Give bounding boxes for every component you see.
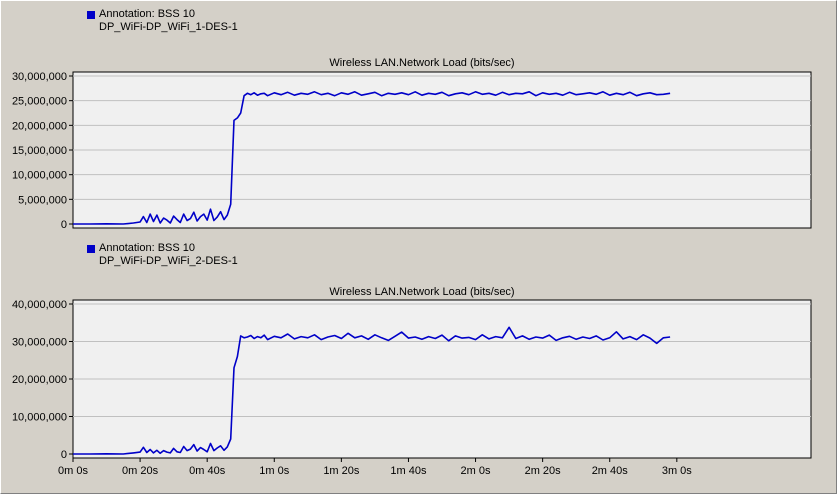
series-line-1 xyxy=(73,91,671,225)
legend-bottom: Annotation: BSS 10 DP_WiFi-DP_WiFi_2-DES… xyxy=(87,242,238,268)
x-tick-label: 2m 40s xyxy=(592,465,629,477)
chart-1: Wireless LAN.Network Load (bits/sec) 0 5,0… xyxy=(12,57,812,231)
x-tick-label: 2m 0s xyxy=(461,465,491,477)
chart-2: Wireless LAN.Network Load (bits/sec) 0 10,… xyxy=(12,286,812,477)
y-tick-label: 30,000,000 xyxy=(12,337,67,349)
annotation-label-2: Annotation: BSS 10 xyxy=(99,242,196,254)
chart-title-1: Wireless LAN.Network Load (bits/sec) xyxy=(329,57,514,69)
x-tick-label: 0m 0s xyxy=(58,465,88,477)
legend-series-label-2: DP_WiFi-DP_WiFi_2-DES-1 xyxy=(99,255,238,267)
legend-swatch-2 xyxy=(87,244,95,253)
y-tick-label: 40,000,000 xyxy=(12,299,67,311)
chart-title-2: Wireless LAN.Network Load (bits/sec) xyxy=(329,286,514,298)
x-tick-label: 1m 40s xyxy=(390,465,427,477)
x-tick-label: 3m 0s xyxy=(662,465,692,477)
y-tick-label: 10,000,000 xyxy=(12,412,67,424)
y-tick-label: 0 xyxy=(61,219,67,231)
y-tick-label: 30,000,000 xyxy=(12,71,67,83)
legend-series-label-1: DP_WiFi-DP_WiFi_1-DES-1 xyxy=(99,21,238,33)
y-tick-label: 5,000,000 xyxy=(18,194,67,206)
x-tick-label: 1m 20s xyxy=(323,465,360,477)
x-tick-label: 0m 20s xyxy=(122,465,159,477)
legend-swatch-1 xyxy=(87,10,95,19)
y-tick-label: 20,000,000 xyxy=(12,120,67,132)
y-tick-label: 10,000,000 xyxy=(12,170,67,182)
legend-top: Annotation: BSS 10 DP_WiFi-DP_WiFi_1-DES… xyxy=(87,8,238,34)
x-tick-label: 1m 0s xyxy=(259,465,289,477)
series-line-2 xyxy=(73,326,671,455)
y-tick-label: 0 xyxy=(61,449,67,461)
x-tick-label: 2m 20s xyxy=(525,465,562,477)
y-tick-label: 20,000,000 xyxy=(12,374,67,386)
annotation-label-1: Annotation: BSS 10 xyxy=(99,8,196,20)
y-tick-label: 25,000,000 xyxy=(12,96,67,108)
y-tick-label: 15,000,000 xyxy=(12,145,67,157)
x-tick-label: 0m 40s xyxy=(189,465,226,477)
